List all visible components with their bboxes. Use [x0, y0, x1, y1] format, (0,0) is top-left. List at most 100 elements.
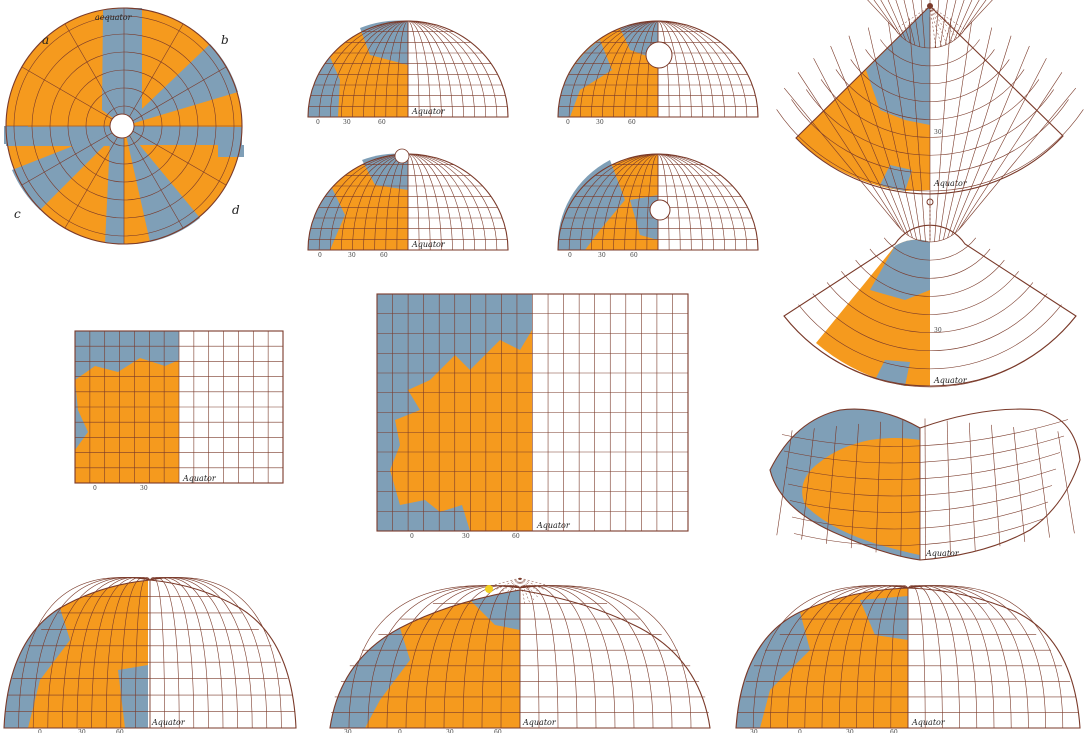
- graticule-line: [850, 423, 859, 549]
- graticule-line: [951, 45, 1030, 236]
- graticule-line: [873, 0, 899, 34]
- tick-label: 60: [380, 252, 388, 259]
- tick-label: 30: [462, 533, 470, 540]
- graticule-line: [934, 0, 940, 48]
- graticule-line: [783, 435, 1065, 464]
- tick-label: 60: [494, 729, 502, 733]
- graticule-line: [903, 0, 916, 46]
- graticule-line: [855, 259, 1005, 297]
- graticule-line: [961, 87, 1077, 227]
- tick-label: 0: [568, 252, 572, 259]
- equator-label: Aquator: [933, 376, 968, 385]
- graticule-line: [519, 585, 673, 729]
- equator-label: Aquator: [522, 718, 557, 727]
- graticule-line: [519, 577, 546, 585]
- panel-rect-large: Aquator 0 30 60: [376, 293, 689, 540]
- graticule-line: [929, 5, 948, 45]
- graticule-line: [781, 419, 1069, 447]
- graticule-line: [519, 585, 654, 729]
- graticule-line: [787, 468, 1057, 497]
- graticule-line: [830, 45, 909, 236]
- panel-polar-composite: a b c d aequator: [4, 7, 244, 245]
- graticule-line: [929, 5, 965, 30]
- tick-label: 30: [348, 252, 356, 259]
- tick-label: 0: [318, 252, 322, 259]
- graticule-line: [929, 5, 953, 42]
- tick-label: 0: [798, 729, 802, 733]
- graticule-line: [883, 237, 977, 261]
- tick-label: 0: [38, 729, 42, 733]
- panel-bottom-2: Aquator 30 0 30 60: [329, 577, 711, 733]
- graticule-line: [348, 585, 521, 729]
- tick-label: 30: [846, 729, 854, 733]
- equator-label: Aquator: [911, 718, 946, 727]
- graticule-line: [929, 5, 942, 47]
- graticule-line: [947, 35, 1012, 239]
- graticule-line: [964, 0, 993, 30]
- graticule-line: [789, 485, 1053, 513]
- graticule-line: [776, 430, 793, 536]
- panel-bottom-1: Aquator 0 30 60: [3, 577, 297, 733]
- panel-semi-mid-2: 0 30 60: [557, 153, 759, 259]
- graticule-line: [957, 0, 980, 38]
- graticule-line: [798, 304, 1062, 370]
- graticule-line: [149, 577, 195, 729]
- tick-label: 60: [116, 729, 124, 733]
- graticule-line: [958, 72, 1063, 231]
- panel-cone-2: Aquator 30: [783, 17, 1077, 388]
- graticule-line: [519, 577, 544, 590]
- equator-label: Aquator: [411, 240, 446, 249]
- graticule-line: [880, 0, 903, 38]
- equator-label: Aquator: [933, 179, 968, 188]
- equator-label: Aquator: [536, 521, 571, 530]
- graticule-line: [18, 577, 151, 729]
- corner-label-b: b: [221, 33, 229, 47]
- tick-label: 0: [93, 485, 97, 492]
- graticule-line: [887, 0, 907, 41]
- tick-label: 60: [890, 729, 898, 733]
- panel-semi-top-2: 0 30 60: [557, 20, 759, 126]
- tick-label: 30: [750, 729, 758, 733]
- graticule-line: [149, 577, 282, 729]
- panel-rect-small: Aquator 0 30: [74, 330, 284, 492]
- graticule-line: [907, 585, 960, 729]
- graticule-line: [848, 35, 913, 239]
- equator-label: Aquator: [411, 107, 446, 116]
- graticule-line: [149, 577, 165, 729]
- tick-label: 30: [598, 252, 606, 259]
- graticule-line: [869, 248, 991, 279]
- graticule-line: [519, 585, 578, 729]
- graticule-line: [519, 577, 538, 598]
- tick-label: 30: [343, 119, 351, 126]
- graticule-line: [924, 418, 926, 560]
- graticule-line: [812, 293, 1048, 351]
- tick-label: 30: [344, 729, 352, 733]
- graticule-line: [785, 452, 1061, 480]
- graticule-line: [1035, 429, 1050, 538]
- tick-label: 60: [628, 119, 636, 126]
- graticule-line: [907, 585, 1064, 729]
- graticule-line: [895, 0, 911, 44]
- graticule-line: [793, 518, 1045, 546]
- edge-label: aequator: [95, 13, 133, 22]
- graticule-line: [929, 5, 958, 39]
- graticule-line: [813, 58, 906, 234]
- graticule-line: [961, 0, 987, 34]
- equator-label: Aquator: [151, 718, 186, 727]
- graticule-line: [953, 0, 973, 41]
- tick-label: 30: [78, 729, 86, 733]
- graticule-line: [912, 0, 921, 47]
- graticule-line: [783, 87, 899, 227]
- graticule-line: [934, 18, 952, 242]
- graticule-line: [943, 27, 993, 240]
- graticule-line: [867, 27, 917, 240]
- tick-label: 0: [316, 119, 320, 126]
- corner-label-d: d: [232, 203, 240, 217]
- panel-cone-1: Aquator 30: [776, 0, 1084, 195]
- tick-label: 0: [566, 119, 570, 126]
- graticule-line: [898, 226, 962, 243]
- panel-semi-mid-1: Aquator 0 30 60: [307, 148, 509, 259]
- graticule-line: [944, 0, 957, 46]
- tick-label: 0: [410, 533, 414, 540]
- graticule-line: [500, 585, 521, 729]
